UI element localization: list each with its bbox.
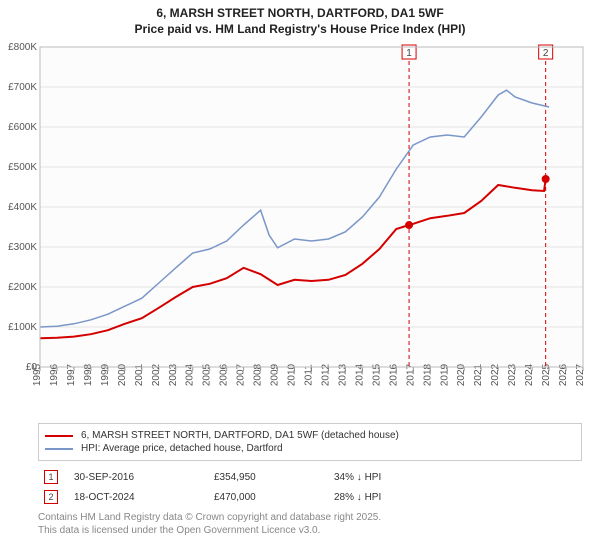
table-row: 1 30-SEP-2016 £354,950 34% ↓ HPI <box>38 467 582 487</box>
title-line-2: Price paid vs. HM Land Registry's House … <box>0 22 600 38</box>
attribution-line: This data is licensed under the Open Gov… <box>38 524 582 537</box>
sale-date: 18-OCT-2024 <box>68 487 208 507</box>
chart-area: £0£100K£200K£300K£400K£500K£600K£700K£80… <box>0 39 600 419</box>
legend-label: HPI: Average price, detached house, Dart… <box>81 443 283 454</box>
svg-text:1: 1 <box>406 48 412 59</box>
legend-swatch <box>45 448 73 450</box>
svg-text:2: 2 <box>543 48 549 59</box>
title-line-1: 6, MARSH STREET NORTH, DARTFORD, DA1 5WF <box>0 6 600 22</box>
sale-marker-icon: 1 <box>44 470 58 484</box>
sale-date: 30-SEP-2016 <box>68 467 208 487</box>
legend-swatch <box>45 435 73 437</box>
attribution-line: Contains HM Land Registry data © Crown c… <box>38 511 582 524</box>
price-chart: £0£100K£200K£300K£400K£500K£600K£700K£80… <box>0 39 600 419</box>
chart-title-block: 6, MARSH STREET NORTH, DARTFORD, DA1 5WF… <box>0 0 600 39</box>
sale-marker-icon: 2 <box>44 490 58 504</box>
attribution: Contains HM Land Registry data © Crown c… <box>38 511 582 537</box>
table-row: 2 18-OCT-2024 £470,000 28% ↓ HPI <box>38 487 582 507</box>
sale-diff: 34% ↓ HPI <box>328 467 582 487</box>
svg-text:£100K: £100K <box>8 322 37 333</box>
svg-text:£600K: £600K <box>8 122 37 133</box>
legend-label: 6, MARSH STREET NORTH, DARTFORD, DA1 5WF… <box>81 430 399 441</box>
sales-table: 1 30-SEP-2016 £354,950 34% ↓ HPI 2 18-OC… <box>38 467 582 507</box>
legend-row: 6, MARSH STREET NORTH, DARTFORD, DA1 5WF… <box>45 430 575 441</box>
svg-text:£500K: £500K <box>8 162 37 173</box>
legend: 6, MARSH STREET NORTH, DARTFORD, DA1 5WF… <box>38 423 582 461</box>
svg-text:£400K: £400K <box>8 202 37 213</box>
svg-text:£300K: £300K <box>8 242 37 253</box>
svg-text:£800K: £800K <box>8 42 37 53</box>
sale-price: £354,950 <box>208 467 328 487</box>
legend-row: HPI: Average price, detached house, Dart… <box>45 443 575 454</box>
svg-text:£200K: £200K <box>8 282 37 293</box>
sale-price: £470,000 <box>208 487 328 507</box>
svg-text:£700K: £700K <box>8 82 37 93</box>
sale-diff: 28% ↓ HPI <box>328 487 582 507</box>
